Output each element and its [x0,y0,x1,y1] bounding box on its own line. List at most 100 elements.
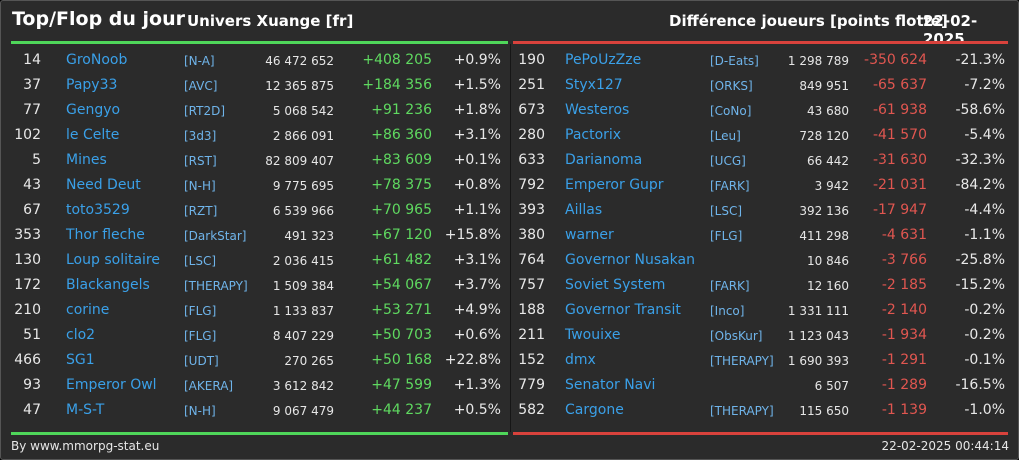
alliance-tag-link[interactable]: [LSC] [184,254,217,268]
alliance-tag-link[interactable]: [ObsKur] [710,329,763,343]
percent-change: +0.1% [453,152,501,168]
points-diff: -1 291 [881,352,927,368]
top-row: 37 Papy33 [AVC] 12 365 875 +184 356 +1.5% [1,73,510,98]
rank: 210 [14,302,41,318]
alliance-tag-link[interactable]: [Inco] [710,304,745,318]
timestamp: 22-02-2025 00:44:14 [881,439,1009,453]
rank: 757 [518,277,545,293]
player-name-link[interactable]: Thor fleche [66,227,145,243]
player-name-link[interactable]: Styx127 [565,77,623,93]
top-row: 210 corine [FLG] 1 133 837 +53 271 +4.9% [1,298,510,323]
flop-row: 393 Aillas [LSC] 392 136 -17 947 -4.4% [511,198,1018,223]
column-divider [510,44,511,432]
score-value: 6 539 966 [272,204,334,218]
player-name-link[interactable]: Darianoma [565,152,643,168]
player-name-link[interactable]: toto3529 [66,202,130,218]
percent-change: +1.3% [453,377,501,393]
player-name-link[interactable]: Papy33 [66,77,118,93]
top-row: 130 Loup solitaire [LSC] 2 036 415 +61 482 +3… [1,248,510,273]
top-row: 77 Gengyo [RT2D] 5 068 542 +91 236 +1.8% [1,98,510,123]
alliance-tag-link[interactable]: [DarkStar] [184,229,247,243]
player-name-link[interactable]: dmx [565,352,596,368]
player-name-link[interactable]: Loup solitaire [66,252,160,268]
rank: 280 [518,127,545,143]
score-value: 6 507 [814,379,849,393]
player-name-link[interactable]: Senator Navi [565,377,656,393]
alliance-tag-link[interactable]: [FARK] [710,179,750,193]
rank: 77 [23,102,41,118]
flop-row: 582 Cargone [THERAPY] 115 650 -1 139 -1.0% [511,398,1018,423]
points-diff: +53 271 [371,302,432,318]
rank: 792 [518,177,545,193]
alliance-tag-link[interactable]: [UDT] [184,354,219,368]
alliance-tag-link[interactable]: [THERAPY] [184,279,248,293]
player-name-link[interactable]: Emperor Owl [66,377,157,393]
player-name-link[interactable]: Aillas [565,202,603,218]
rank: 14 [23,52,41,68]
alliance-tag-link[interactable]: [N-H] [184,404,216,418]
alliance-tag-link[interactable]: [THERAPY] [710,354,774,368]
points-diff: +70 965 [371,202,432,218]
player-name-link[interactable]: Soviet System [565,277,666,293]
percent-change: +3.1% [453,127,501,143]
player-name-link[interactable]: M-S-T [66,402,105,418]
alliance-tag-link[interactable]: [D-Eats] [710,54,759,68]
player-name-link[interactable]: SG1 [66,352,95,368]
alliance-tag-link[interactable]: [RT2D] [184,104,226,118]
flop-row: 280 Pactorix [Leu] 728 120 -41 570 -5.4% [511,123,1018,148]
percent-change: -4.4% [964,202,1005,218]
alliance-tag-link[interactable]: [FLG] [710,229,743,243]
player-name-link[interactable]: Pactorix [565,127,622,143]
percent-change: +15.8% [444,227,501,243]
alliance-tag-link[interactable]: [N-A] [184,54,215,68]
player-name-link[interactable]: PePoUzZze [565,52,642,68]
alliance-tag-link[interactable]: [N-H] [184,179,216,193]
alliance-tag-link[interactable]: [AVC] [184,79,218,93]
metric-label: Différence joueurs [points flotte] [669,12,948,30]
alliance-tag-link[interactable]: [RZT] [184,204,218,218]
alliance-tag-link[interactable]: [RST] [184,154,217,168]
alliance-tag-link[interactable]: [FARK] [710,279,750,293]
percent-change: -32.3% [955,152,1005,168]
player-name-link[interactable]: Governor Transit [565,302,681,318]
alliance-tag-link[interactable]: [UCG] [710,154,746,168]
player-name-link[interactable]: Mines [66,152,107,168]
player-name-link[interactable]: Emperor Gupr [565,177,664,193]
player-name-link[interactable]: Twouixe [565,327,621,343]
alliance-tag-link[interactable]: [FLG] [184,304,217,318]
player-name-link[interactable]: corine [66,302,110,318]
player-name-link[interactable]: Governor Nusakan [565,252,695,268]
points-diff: +91 236 [371,102,432,118]
player-name-link[interactable]: Gengyo [66,102,121,118]
player-name-link[interactable]: GroNoob [66,52,128,68]
alliance-tag-link[interactable]: [FLG] [184,329,217,343]
percent-change: -7.2% [964,77,1005,93]
player-name-link[interactable]: warner [565,227,614,243]
alliance-tag-link[interactable]: [3d3] [184,129,217,143]
alliance-tag-link[interactable]: [Leu] [710,129,741,143]
player-name-link[interactable]: le Celte [66,127,120,143]
alliance-tag-link[interactable]: [LSC] [710,204,743,218]
player-name-link[interactable]: Cargone [565,402,624,418]
score-value: 5 068 542 [272,104,334,118]
score-value: 43 680 [807,104,849,118]
flop-row: 633 Darianoma [UCG] 66 442 -31 630 -32.3% [511,148,1018,173]
points-diff: -2 140 [881,302,927,318]
points-diff: -65 637 [872,77,927,93]
alliance-tag-link[interactable]: [ORKS] [710,79,753,93]
score-value: 66 442 [807,154,849,168]
alliance-tag-link[interactable]: [CoNo] [710,104,752,118]
top-row: 67 toto3529 [RZT] 6 539 966 +70 965 +1.1% [1,198,510,223]
player-name-link[interactable]: Westeros [565,102,630,118]
player-name-link[interactable]: clo2 [66,327,96,343]
score-value: 1 331 111 [787,304,849,318]
player-name-link[interactable]: Need Deut [66,177,141,193]
points-diff: +44 237 [371,402,432,418]
percent-change: +0.5% [453,402,501,418]
player-name-link[interactable]: Blackangels [66,277,150,293]
alliance-tag-link[interactable]: [THERAPY] [710,404,774,418]
top-row: 466 SG1 [UDT] 270 265 +50 168 +22.8% [1,348,510,373]
points-diff: -1 289 [881,377,927,393]
score-value: 849 951 [799,79,849,93]
alliance-tag-link[interactable]: [AKERA] [184,379,234,393]
